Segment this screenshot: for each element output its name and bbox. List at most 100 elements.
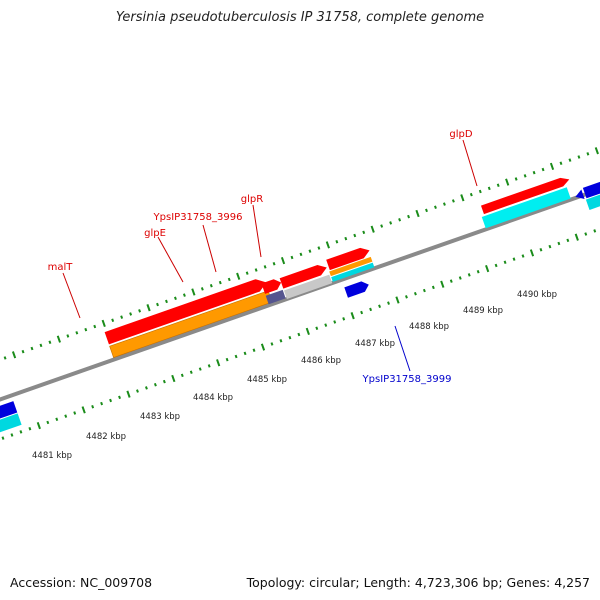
inner-major-tick bbox=[440, 280, 445, 288]
inner-major-tick bbox=[305, 327, 310, 336]
kbp-tick-label: 4488 kbp bbox=[409, 322, 449, 332]
glpD-cyan-feature[interactable] bbox=[481, 187, 571, 229]
glpR-label: glpR bbox=[241, 194, 263, 205]
inner-minor-tick bbox=[521, 254, 525, 258]
outer-minor-tick bbox=[182, 293, 186, 297]
inner-minor-tick bbox=[458, 276, 462, 280]
inner-minor-tick bbox=[234, 354, 238, 359]
outer-major-tick bbox=[56, 335, 61, 343]
yps3996-gray-feature[interactable] bbox=[283, 274, 333, 299]
inner-minor-tick bbox=[28, 426, 32, 431]
glpE-slate-feature[interactable] bbox=[265, 289, 286, 305]
blue-arrow-small[interactable] bbox=[574, 189, 585, 202]
kbp-tick-label: 4485 kbp bbox=[247, 375, 287, 385]
outer-minor-tick bbox=[344, 236, 348, 241]
inner-minor-tick bbox=[180, 373, 184, 378]
outer-minor-tick bbox=[299, 252, 303, 257]
inner-minor-tick bbox=[10, 433, 14, 437]
inner-minor-tick bbox=[449, 279, 453, 283]
outer-major-tick bbox=[594, 147, 599, 155]
inner-major-tick bbox=[395, 296, 400, 304]
outer-minor-tick bbox=[469, 192, 473, 197]
outer-minor-tick bbox=[272, 261, 276, 266]
outer-minor-tick bbox=[451, 199, 455, 203]
outer-minor-tick bbox=[523, 174, 527, 178]
accession-text: Accession: NC_009708 bbox=[10, 575, 153, 590]
inner-minor-tick bbox=[270, 342, 274, 346]
outer-minor-tick bbox=[487, 186, 491, 191]
malT-leader bbox=[62, 272, 81, 319]
glpE-cds-arrow[interactable] bbox=[261, 277, 283, 294]
outer-minor-tick bbox=[75, 331, 79, 335]
yps3999-blue-arrow[interactable] bbox=[344, 279, 370, 298]
glpR-cds-arrow[interactable] bbox=[326, 245, 371, 271]
outer-major-tick bbox=[280, 256, 286, 265]
inner-minor-tick bbox=[153, 383, 157, 387]
glpR-cyan-feature[interactable] bbox=[331, 262, 375, 282]
inner-major-tick bbox=[171, 374, 176, 383]
kbp-tick-label: 4484 kbp bbox=[193, 393, 233, 403]
inner-major-tick bbox=[529, 249, 535, 257]
outer-minor-tick bbox=[174, 296, 177, 301]
outer-minor-tick bbox=[3, 356, 7, 360]
inner-major-tick bbox=[126, 390, 131, 398]
inner-minor-tick bbox=[64, 414, 68, 418]
outer-major-tick bbox=[505, 178, 510, 186]
blue-feature-left[interactable] bbox=[0, 401, 18, 426]
inner-minor-tick bbox=[413, 291, 417, 296]
outer-minor-tick bbox=[335, 240, 339, 244]
inner-minor-tick bbox=[422, 288, 426, 293]
malT-cds-arrow[interactable] bbox=[104, 276, 269, 345]
outer-minor-tick bbox=[586, 152, 590, 156]
outer-minor-tick bbox=[398, 218, 402, 222]
inner-major-tick bbox=[36, 421, 41, 430]
outer-minor-tick bbox=[39, 343, 43, 348]
outer-minor-tick bbox=[30, 346, 34, 351]
inner-minor-tick bbox=[342, 317, 346, 321]
inner-minor-tick bbox=[189, 370, 193, 374]
outer-minor-tick bbox=[245, 271, 249, 275]
yps3999-label: YpsIP31758_3999 bbox=[362, 374, 452, 385]
glpR-orange-feature[interactable] bbox=[329, 256, 373, 277]
malT-label: malT bbox=[48, 262, 74, 273]
glpD-cds-arrow[interactable] bbox=[480, 175, 571, 215]
inner-minor-tick bbox=[109, 398, 113, 403]
outer-minor-tick bbox=[84, 327, 88, 332]
inner-major-tick bbox=[485, 264, 490, 273]
outer-minor-tick bbox=[93, 324, 97, 329]
inner-minor-tick bbox=[593, 229, 597, 233]
outer-major-tick bbox=[415, 209, 420, 218]
kbp-tick-label: 4490 kbp bbox=[517, 290, 557, 300]
outer-major-tick bbox=[325, 241, 330, 249]
outer-minor-tick bbox=[425, 208, 428, 213]
inner-minor-tick bbox=[118, 395, 121, 400]
outer-minor-tick bbox=[21, 349, 25, 354]
inner-minor-tick bbox=[378, 304, 381, 309]
outer-minor-tick bbox=[389, 221, 393, 225]
inner-minor-tick bbox=[144, 386, 148, 390]
inner-minor-tick bbox=[315, 326, 319, 330]
kbp-tick-label: 4487 kbp bbox=[355, 339, 395, 349]
outer-minor-tick bbox=[156, 302, 159, 307]
outer-minor-tick bbox=[478, 189, 482, 194]
glpD-leader bbox=[462, 139, 478, 187]
blue-feature-right[interactable] bbox=[582, 168, 600, 199]
inner-major-tick bbox=[574, 233, 579, 241]
inner-tick-row bbox=[1, 229, 597, 440]
map-title: Yersinia pseudotuberculosis IP 31758, co… bbox=[115, 10, 485, 25]
inner-minor-tick bbox=[162, 379, 166, 384]
yps3996-cds-arrow[interactable] bbox=[279, 262, 329, 289]
inner-minor-tick bbox=[369, 307, 373, 312]
inner-minor-tick bbox=[252, 348, 256, 352]
outer-minor-tick bbox=[129, 312, 133, 316]
outer-minor-tick bbox=[559, 161, 563, 166]
outer-minor-tick bbox=[434, 205, 437, 209]
inner-minor-tick bbox=[207, 364, 211, 368]
outer-minor-tick bbox=[577, 155, 581, 159]
outer-minor-tick bbox=[111, 318, 115, 323]
inner-major-tick bbox=[81, 406, 86, 414]
outer-minor-tick bbox=[48, 340, 52, 344]
outer-minor-tick bbox=[120, 315, 124, 319]
inner-minor-tick bbox=[198, 367, 202, 371]
cyan-feature-left[interactable] bbox=[0, 413, 22, 438]
